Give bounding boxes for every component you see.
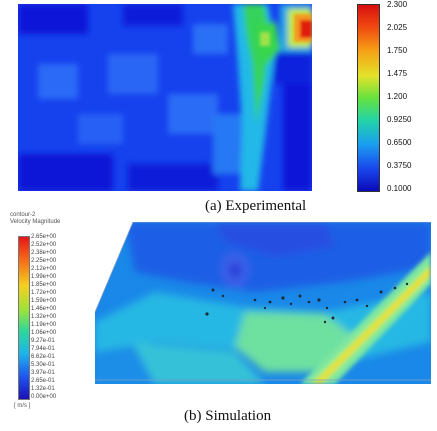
simulation-colorbar-tick: 1.59e+00	[31, 298, 57, 304]
experimental-colorbar-tick: 1.200	[387, 92, 408, 101]
simulation-colorbar-tick: 2.65e+00	[31, 234, 57, 240]
experimental-contour-plot	[18, 4, 312, 191]
simulation-colorbar-tick: 5.30e-01	[31, 362, 55, 368]
simulation-colorbar-tick: 2.65e-01	[31, 378, 55, 384]
simulation-colorbar-tick: 1.72e+00	[31, 290, 57, 296]
simulation-colorbar-tick: 1.32e+00	[31, 314, 57, 320]
experimental-colorbar-tick: 1.750	[387, 46, 408, 55]
simulation-colorbar-tick: 1.99e+00	[31, 274, 57, 280]
simulation-colorbar-gradient	[19, 237, 29, 399]
experimental-colorbar-gradient	[358, 5, 379, 191]
simulation-colorbar-tick: 1.19e+00	[31, 322, 57, 328]
experimental-colorbar-tick: 0.3750	[387, 161, 412, 170]
experimental-caption: (a) Experimental	[205, 198, 307, 214]
simulation-legend-title: contour-2 Velocity Magnitude	[10, 212, 60, 226]
simulation-colorbar-tick: 1.85e+00	[31, 282, 57, 288]
simulation-colorbar-tick: 7.94e-01	[31, 346, 55, 352]
experimental-colorbar	[357, 4, 380, 192]
experimental-colorbar-tick: 0.1000	[387, 184, 412, 193]
experimental-colorbar-tick: 1.475	[387, 69, 408, 78]
simulation-colorbar-tick: 9.27e-01	[31, 338, 55, 344]
simulation-caption: (b) Simulation	[184, 408, 272, 424]
simulation-colorbar-tick: 3.97e-01	[31, 370, 55, 376]
experimental-colorbar-tick: 0.6500	[387, 138, 412, 147]
simulation-contour-graphic	[95, 222, 431, 384]
simulation-colorbar-tick: 0.00e+00	[31, 394, 57, 400]
simulation-colorbar	[18, 236, 30, 400]
simulation-contour-name: contour-2	[10, 212, 36, 218]
simulation-variable-name: Velocity Magnitude	[10, 219, 61, 225]
experimental-colorbar-tick: 2.300	[387, 0, 408, 9]
simulation-contour-plot	[95, 222, 431, 384]
simulation-colorbar-tick: 1.06e+00	[31, 330, 57, 336]
experimental-colorbar-tick: 0.9250	[387, 115, 412, 124]
experimental-colorbar-tick: 2.025	[387, 23, 408, 32]
simulation-colorbar-tick: 1.46e+00	[31, 306, 57, 312]
experimental-contour-graphic	[18, 4, 312, 191]
simulation-colorbar-tick: 2.25e+00	[31, 258, 57, 264]
simulation-colorbar-tick: 1.32e-01	[31, 386, 55, 392]
simulation-colorbar-tick: 2.38e+00	[31, 250, 57, 256]
simulation-unit-label: [ m/s ]	[14, 403, 31, 409]
simulation-colorbar-tick: 2.52e+00	[31, 242, 57, 248]
simulation-colorbar-tick: 6.62e-01	[31, 354, 55, 360]
simulation-colorbar-tick: 2.12e+00	[31, 266, 57, 272]
